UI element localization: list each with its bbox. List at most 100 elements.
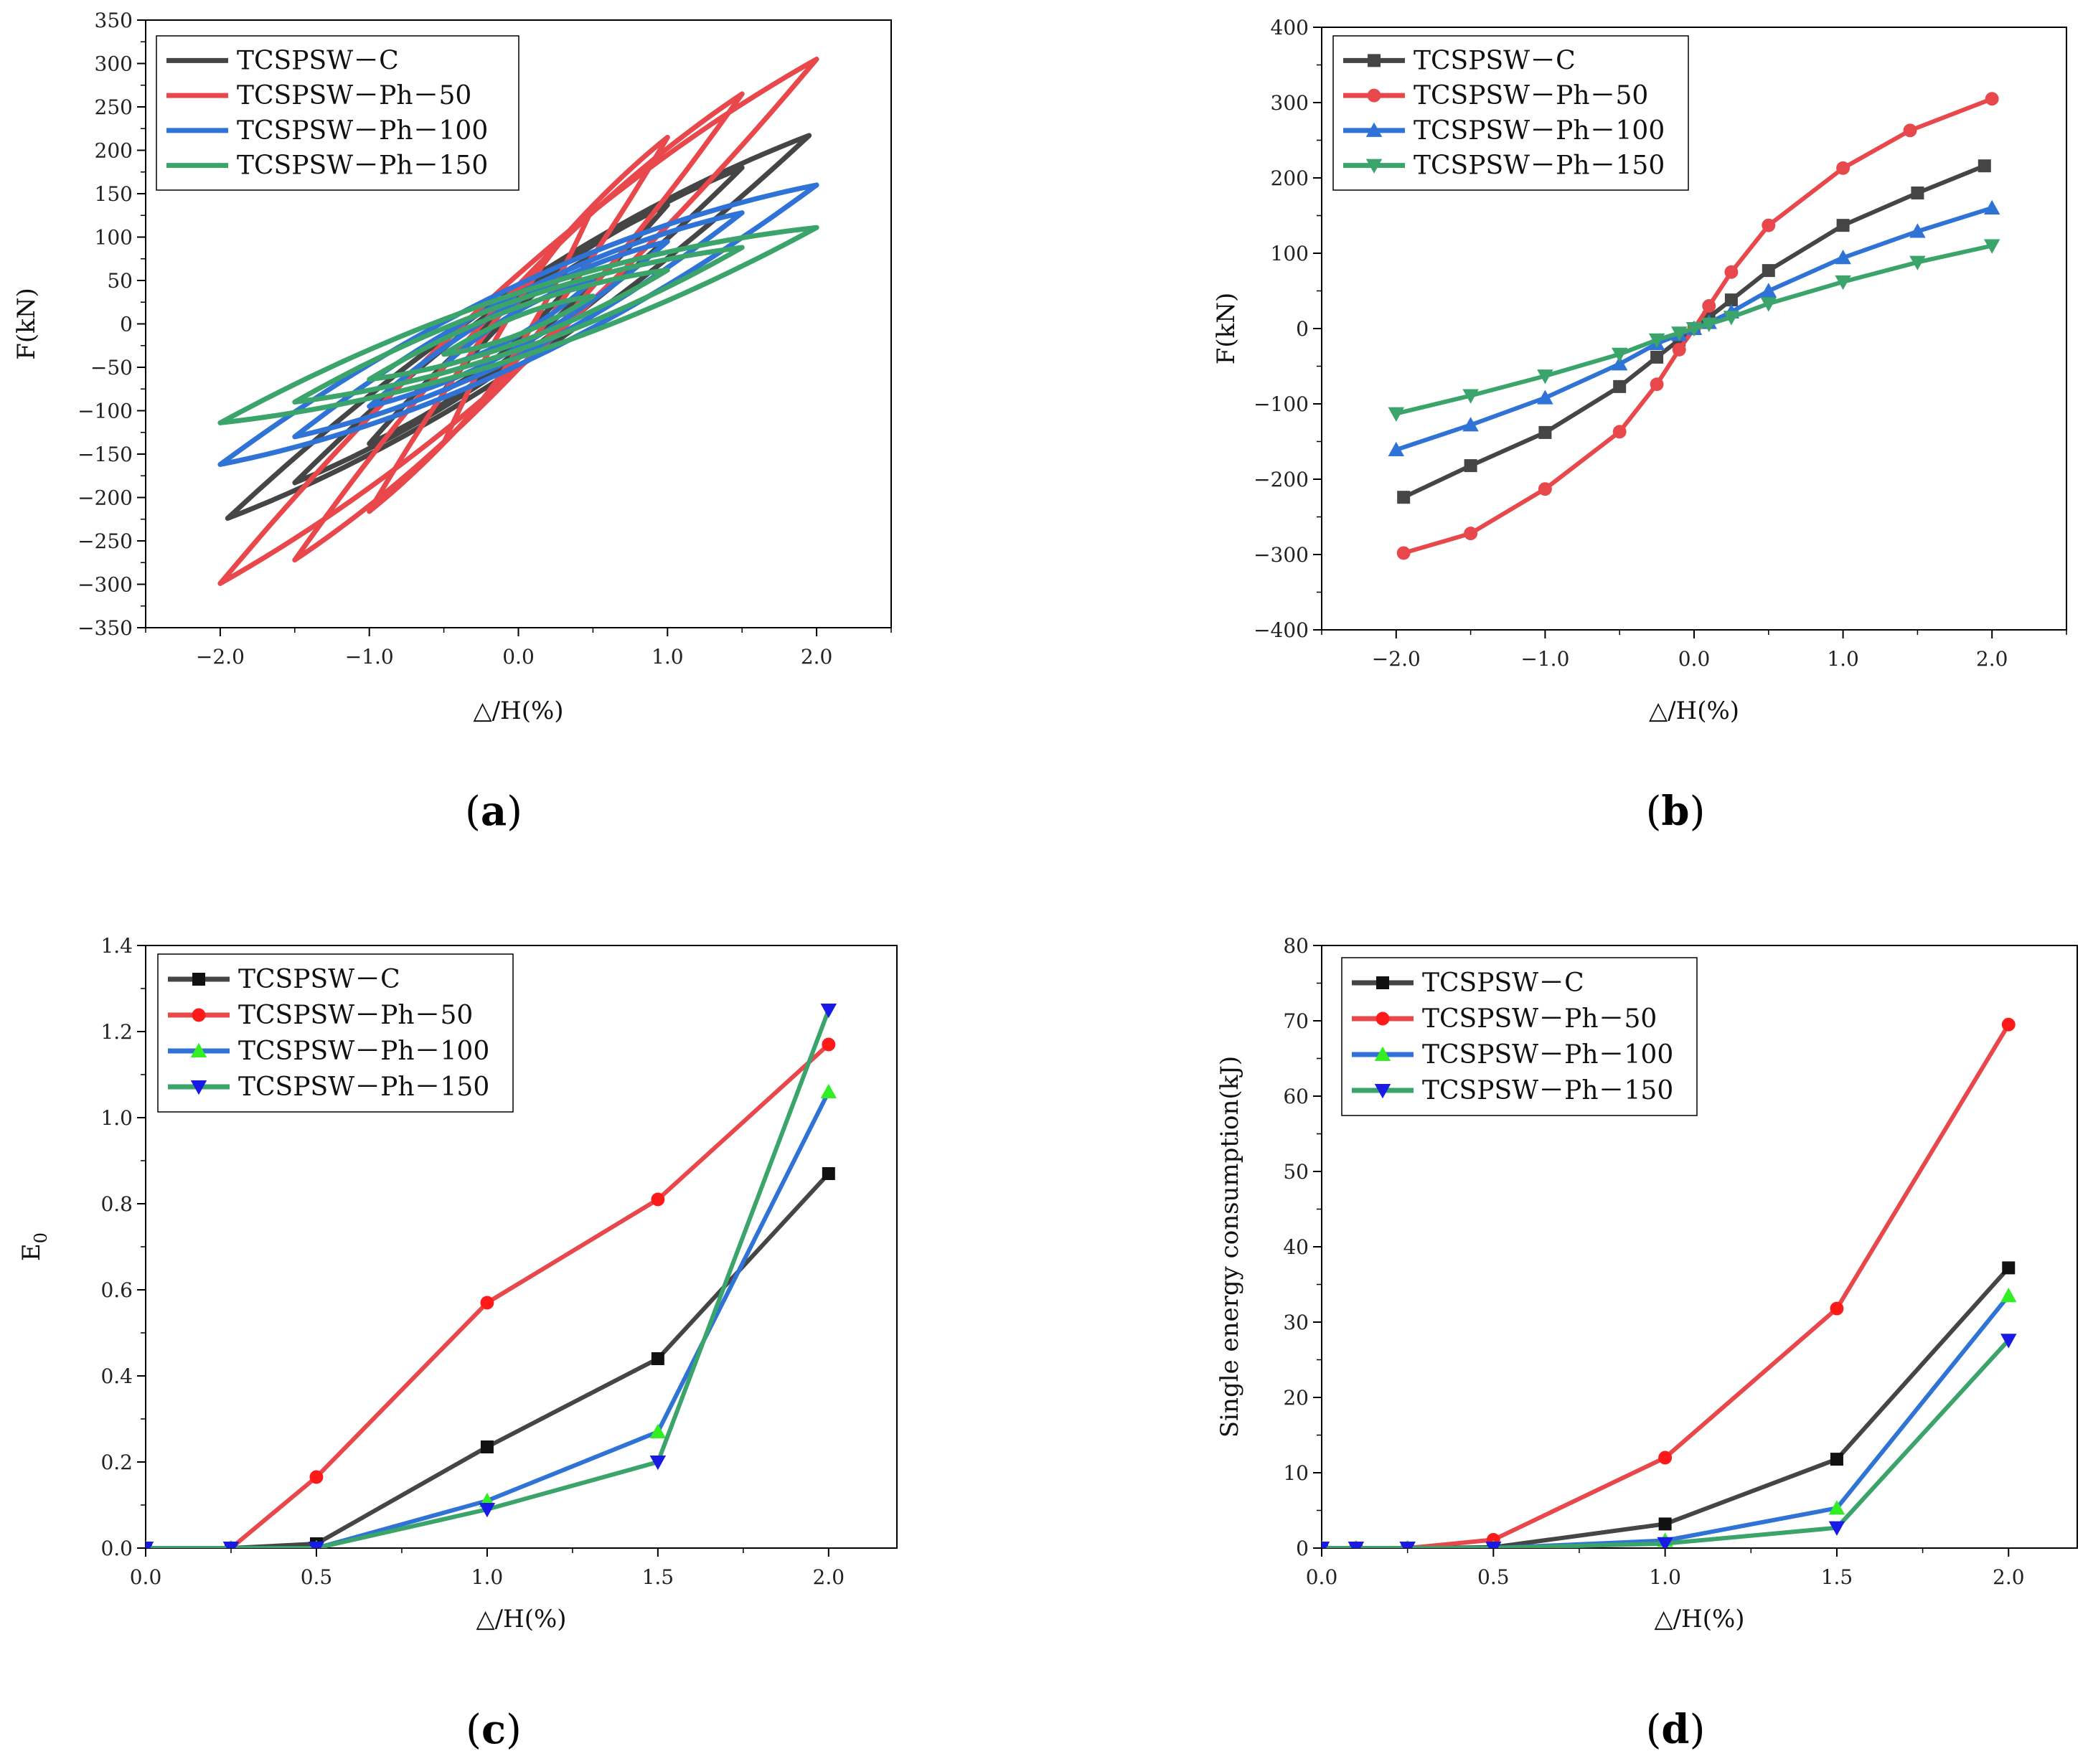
data-point	[1702, 299, 1716, 313]
panel-c: 0.0 0.2 0.4 0.6 0.8 1.0 1.2 1.4 0.0 0.5 1.0 1.5 2.0 △…	[17, 934, 898, 1753]
y-tick-label: 300	[1271, 91, 1309, 115]
plot-area	[146, 1004, 837, 1548]
legend: TCSPSW－C TCSPSW－Ph－50 TCSPSW－Ph－100 TCSPSW－…	[1332, 35, 1689, 191]
data-point	[1760, 283, 1777, 298]
series-Ph100	[217, 182, 819, 467]
data-point	[1724, 265, 1739, 279]
panel-label-close: )	[1690, 1707, 1706, 1753]
legend-marker	[1367, 88, 1381, 103]
panel-label-open: (	[465, 788, 481, 835]
x-tick-label: 0.5	[301, 1565, 333, 1589]
x-tick-label: 1.0	[1827, 647, 1859, 671]
series-Ph50	[146, 1037, 836, 1548]
data-point	[1648, 333, 1665, 348]
panel-label-open: (	[466, 1707, 481, 1753]
y-axis-title: E0	[17, 1232, 51, 1261]
data-point	[1762, 218, 1776, 232]
x-axis-title: △/H(%)	[476, 1605, 566, 1633]
data-point	[820, 1004, 837, 1019]
data-point	[1462, 389, 1479, 404]
hysteresis-loop	[217, 57, 819, 586]
panel-label: (a)	[465, 788, 522, 835]
legend-label: TCSPSW－Ph－100	[238, 1037, 489, 1066]
data-point	[822, 1037, 836, 1052]
data-point	[1538, 425, 1552, 439]
y-axis-title: F(kN)	[12, 288, 41, 359]
y-tick-label: −250	[77, 529, 133, 553]
y-tick-label: 250	[95, 95, 133, 119]
data-point	[1670, 326, 1688, 341]
legend-label: TCSPSW－Ph－50	[238, 1001, 473, 1030]
data-point	[1388, 407, 1405, 422]
legend-marker	[1374, 1046, 1391, 1061]
hysteresis-loop	[292, 245, 745, 405]
legend-label: TCSPSW－Ph－100	[237, 116, 488, 146]
data-point	[2000, 1334, 2017, 1349]
panel-label-letter: d	[1661, 1706, 1689, 1753]
data-point	[1685, 322, 1703, 337]
data-point	[649, 1456, 667, 1471]
data-point	[1396, 546, 1411, 560]
x-tick-label: 0.0	[1306, 1565, 1338, 1589]
data-point	[1828, 1521, 1845, 1536]
y-tick-label: −100	[1254, 392, 1309, 416]
y-tick-label: 70	[1283, 1009, 1309, 1033]
data-point	[308, 1542, 325, 1548]
data-point	[1701, 317, 1718, 332]
legend-marker	[1376, 976, 1389, 989]
y-axis-title-sub: 0	[31, 1232, 51, 1243]
panel-a: −350 −300 −250 −200 −150 −100 −50 0 50 100 150 200 2…	[12, 9, 892, 835]
legend-marker	[190, 1042, 207, 1057]
data-point	[2002, 1261, 2016, 1275]
y-tick-label: 300	[95, 52, 133, 76]
legend-marker	[1374, 1084, 1391, 1099]
series-Ph150	[146, 1004, 837, 1548]
y-tick-label: 200	[95, 139, 133, 163]
panel-label-close: )	[507, 788, 522, 835]
x-tick-label: 2.0	[813, 1565, 845, 1589]
data-point	[1611, 347, 1628, 362]
x-tick-label: 0.0	[502, 645, 535, 669]
data-point	[1657, 1537, 1673, 1548]
x-axis-title: △/H(%)	[1649, 697, 1739, 725]
series-line	[146, 1090, 831, 1548]
y-tick-label: 0.0	[100, 1537, 133, 1560]
y-tick-label: −400	[1254, 618, 1309, 642]
y-tick-label: 1.4	[100, 934, 133, 958]
x-tick-label: 1.5	[1821, 1565, 1853, 1589]
legend-label: TCSPSW－C	[237, 46, 399, 75]
data-point	[1485, 1542, 1502, 1548]
data-point	[1983, 199, 2000, 214]
y-tick-label: 50	[1283, 1160, 1309, 1184]
y-tick-label: 50	[107, 269, 133, 293]
panel-label-open: (	[1646, 788, 1662, 835]
y-tick-label: −300	[77, 573, 133, 597]
panel-b: −400 −300 −200 −100 0 100 200 300 400 −2.0 −1.0 0.0…	[1212, 16, 2067, 835]
legend-label: TCSPSW－Ph－150	[237, 151, 488, 181]
data-point	[1835, 275, 1851, 291]
series-line	[146, 1042, 830, 1548]
panel-label: (c)	[466, 1706, 522, 1753]
data-point	[480, 1440, 494, 1453]
x-tick-label: 1.0	[1649, 1565, 1681, 1589]
x-tick-label: −1.0	[1520, 647, 1569, 671]
series-Ph150	[1388, 239, 2000, 422]
data-point	[1909, 255, 1926, 270]
x-tick-label: 2.0	[1976, 647, 2008, 671]
data-point	[820, 1083, 837, 1098]
legend-marker	[192, 1008, 206, 1022]
legend-label: TCSPSW－Ph－50	[237, 81, 471, 110]
series-line	[146, 1171, 831, 1548]
data-point	[1650, 377, 1664, 392]
legend-marker	[1375, 1011, 1390, 1026]
data-point	[1537, 369, 1553, 385]
y-tick-label: 0.8	[100, 1192, 133, 1216]
data-point	[1348, 1542, 1365, 1548]
y-tick-label: 30	[1283, 1311, 1309, 1334]
data-point	[1613, 379, 1627, 393]
y-tick-label: 350	[95, 9, 133, 32]
data-point	[1983, 239, 2000, 254]
legend-label: TCSPSW－Ph－150	[1414, 151, 1665, 181]
data-point	[1538, 482, 1552, 496]
legend-marker	[1368, 54, 1381, 67]
